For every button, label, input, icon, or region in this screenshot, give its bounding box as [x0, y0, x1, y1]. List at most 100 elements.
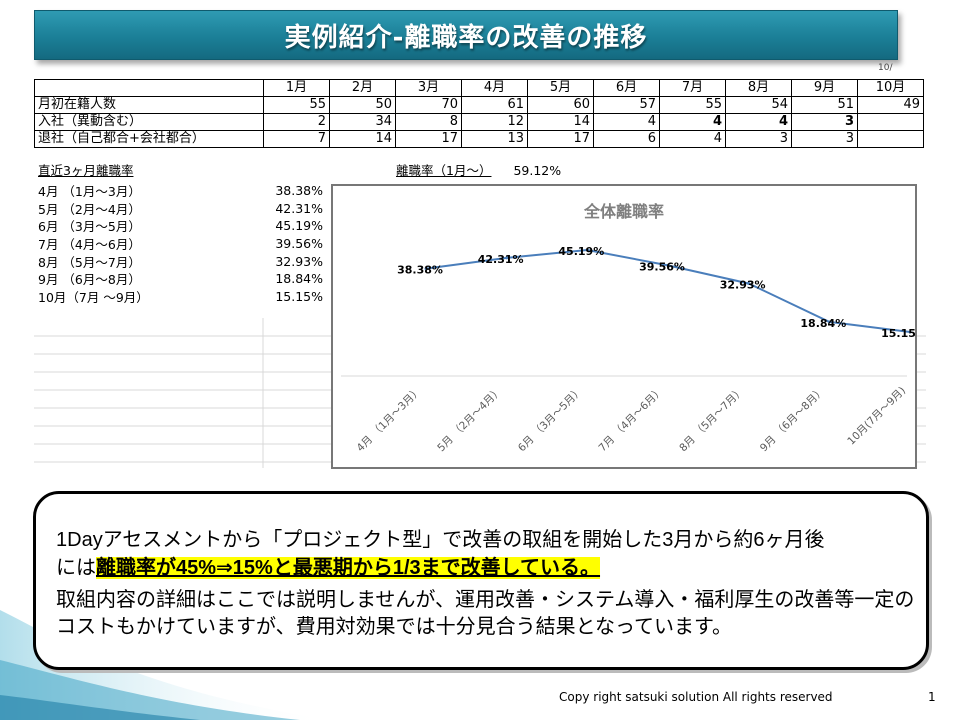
rate-label: 7月 （4月～6月）	[38, 237, 141, 253]
page-title: 実例紹介-離職率の改善の推移	[284, 22, 648, 53]
data-point	[585, 248, 589, 252]
table-cell: 4	[593, 113, 660, 131]
list-item: 10月（7月 ～9月） 15.15%	[38, 288, 323, 306]
list-item: 4月 （1月～3月） 38.38%	[38, 182, 323, 200]
table-cell: 60	[527, 96, 594, 114]
table-cell: 8	[395, 113, 462, 131]
summary-paragraph-1: 1Dayアセスメントから「プロジェクト型」で改善の取組を開始した3月から約6ヶ月…	[56, 526, 916, 582]
table-cell: 55	[263, 96, 330, 114]
data-point	[908, 330, 912, 334]
summary-line-1: 1Dayアセスメントから「プロジェクト型」で改善の取組を開始した3月から約6ヶ月…	[56, 529, 825, 551]
x-tick-label: 7月 （4月～6月）	[597, 385, 667, 455]
page-number: 1	[928, 690, 936, 704]
table-cell: 4	[659, 130, 726, 148]
monthly-staff-table: 1月 2月 3月 4月 5月 6月 7月 8月 9月 10月 月初在籍人数 55…	[34, 79, 924, 148]
list-item: 6月 （3月～5月） 45.19%	[38, 217, 323, 235]
recent-rates-heading: 直近3ヶ月離職率	[38, 163, 134, 178]
ytd-rate-value: 59.12%	[513, 163, 562, 178]
x-tick-label: 5月 （2月～4月）	[435, 385, 505, 455]
rate-label: 9月 （6月～8月）	[38, 272, 141, 288]
data-point	[747, 281, 751, 285]
table-cell: 50	[329, 96, 396, 114]
table-cell	[857, 113, 924, 131]
month-header: 7月	[659, 79, 726, 97]
rate-label: 10月（7月 ～9月）	[38, 289, 149, 305]
data-label: 18.84%	[800, 317, 846, 330]
table-cell: 55	[659, 96, 726, 114]
rate-label: 6月 （3月～5月）	[38, 219, 141, 235]
data-label: 45.19%	[558, 245, 604, 258]
table-cell: 34	[329, 113, 396, 131]
month-header: 1月	[263, 79, 330, 97]
data-label: 15.15%	[881, 327, 915, 340]
table-cell: 51	[791, 96, 858, 114]
table-cell: 61	[461, 96, 528, 114]
decorative-wave	[0, 610, 330, 720]
data-label: 32.93%	[720, 278, 766, 291]
table-cell: 6	[593, 130, 660, 148]
list-item: 5月 （2月～4月） 42.31%	[38, 200, 323, 218]
table-cell: 54	[725, 96, 792, 114]
rate-value: 18.84%	[275, 271, 323, 287]
corner-note: 10/	[878, 63, 893, 73]
table-cell: 4	[659, 113, 726, 131]
data-point	[827, 320, 831, 324]
table-cell: 3	[791, 130, 858, 148]
ytd-rate: 離職率（1月～） 59.12%	[396, 160, 561, 179]
table-cell	[857, 130, 924, 148]
table-row: 退社（自己都合+会社都合） 7 14 17 13 17 6 4 3 3	[34, 130, 924, 148]
table-cell: 3	[725, 130, 792, 148]
table-cell: 17	[395, 130, 462, 148]
data-point	[666, 263, 670, 267]
sheet-gridlines-left	[34, 318, 334, 468]
table-cell: 13	[461, 130, 528, 148]
rate-value: 45.19%	[275, 218, 323, 234]
table-cell: 2	[263, 113, 330, 131]
month-header: 6月	[593, 79, 660, 97]
month-header: 8月	[725, 79, 792, 97]
list-item: 9月 （6月～8月） 18.84%	[38, 270, 323, 288]
rate-value: 15.15%	[275, 288, 323, 304]
summary-line-2-prefix: には	[56, 557, 96, 579]
data-point	[424, 267, 428, 271]
chart-canvas: 全体離職率 38.38% 4月 （1月～3月） 42.31% 5月 （2月～4月） 45…	[341, 202, 915, 455]
rate-label: 8月 （5月～7月）	[38, 254, 141, 270]
data-point	[505, 256, 509, 260]
rate-value: 38.38%	[275, 183, 323, 199]
rate-value: 42.31%	[275, 200, 323, 216]
table-cell: 4	[725, 113, 792, 131]
table-header-row: 1月 2月 3月 4月 5月 6月 7月 8月 9月 10月	[34, 79, 924, 97]
table-cell: 12	[461, 113, 528, 131]
ytd-rate-label: 離職率（1月～）	[396, 163, 492, 178]
month-header: 9月	[791, 79, 858, 97]
row-label: 退社（自己都合+会社都合）	[34, 130, 264, 148]
list-item: 7月 （4月～6月） 39.56%	[38, 235, 323, 253]
turnover-line-chart: 全体離職率 38.38% 4月 （1月～3月） 42.31% 5月 （2月～4月） 45…	[331, 184, 917, 469]
row-label: 入社（異動含む）	[34, 113, 264, 131]
table-corner-cell	[34, 79, 264, 97]
x-tick-label: 4月 （1月～3月）	[355, 385, 425, 455]
table-row: 月初在籍人数 55 50 70 61 60 57 55 54 51 49	[34, 96, 924, 114]
month-header: 10月	[857, 79, 924, 97]
data-label: 38.38%	[397, 264, 443, 277]
rate-value: 32.93%	[275, 253, 323, 269]
table-cell: 3	[791, 113, 858, 131]
table-cell: 70	[395, 96, 462, 114]
month-header: 2月	[329, 79, 396, 97]
x-tick-label: 9月 （6月～8月）	[758, 385, 828, 455]
table-cell: 49	[857, 96, 924, 114]
table-row: 入社（異動含む） 2 34 8 12 14 4 4 4 3	[34, 113, 924, 131]
table-cell: 7	[263, 130, 330, 148]
recent-rates-list: 直近3ヶ月離職率 4月 （1月～3月） 38.38% 5月 （2月～4月） 42.3…	[38, 160, 323, 305]
table-cell: 17	[527, 130, 594, 148]
table-cell: 14	[329, 130, 396, 148]
x-tick-label: 10月(7月～9月)	[845, 385, 908, 448]
data-label: 42.31%	[478, 253, 524, 266]
rate-value: 39.56%	[275, 236, 323, 252]
summary-callout: 1Dayアセスメントから「プロジェクト型」で改善の取組を開始した3月から約6ヶ月…	[33, 491, 929, 670]
month-header: 4月	[461, 79, 528, 97]
month-header: 3月	[395, 79, 462, 97]
list-item: 8月 （5月～7月） 32.93%	[38, 252, 323, 270]
x-tick-label: 6月 （3月～5月）	[516, 385, 586, 455]
rate-label: 5月 （2月～4月）	[38, 201, 141, 217]
